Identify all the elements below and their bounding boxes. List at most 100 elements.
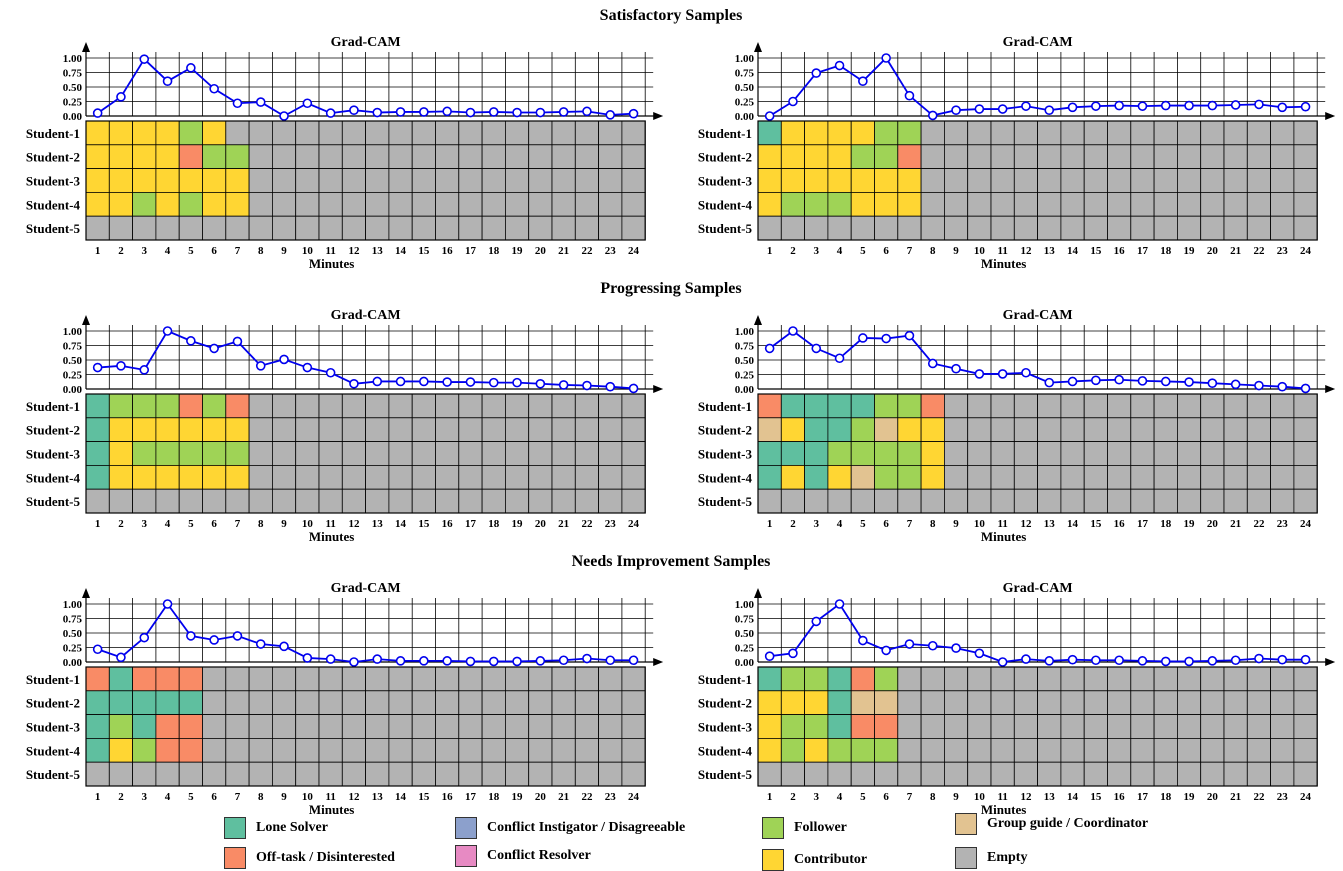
heatmap-cell: [411, 441, 436, 466]
heatmap-cell: [967, 215, 992, 241]
x-tick-label: 8: [930, 791, 936, 803]
heatmap-cell: [155, 144, 180, 170]
student-label: Student-4: [26, 470, 81, 485]
heatmap-cell: [1060, 191, 1085, 217]
heatmap-cell: [1083, 191, 1108, 217]
data-point: [92, 108, 103, 118]
x-tick-label: 8: [258, 791, 264, 803]
heatmap-cell: [874, 215, 899, 241]
heatmap-cell: [85, 464, 110, 490]
y-tick-label: 0.50: [735, 82, 755, 94]
data-point: [904, 330, 915, 341]
heatmap-cell: [850, 714, 875, 739]
heatmap-cell: [897, 714, 922, 739]
heatmap-cell: [1083, 120, 1108, 146]
heatmap-cell: [365, 488, 390, 514]
heatmap-cell: [481, 215, 506, 241]
heatmap-cell: [528, 215, 553, 241]
x-tick-label: 19: [512, 245, 524, 257]
heatmap-cell: [1013, 690, 1038, 715]
heatmap-cell: [1270, 690, 1295, 715]
y-tick-label: 0.00: [63, 657, 83, 669]
data-point: [558, 107, 569, 117]
heatmap-cell: [155, 761, 180, 787]
heatmap-cell: [225, 761, 250, 787]
heatmap-cell: [178, 417, 203, 442]
y-tick-label: 0.75: [63, 614, 83, 626]
heatmap-cell: [271, 666, 297, 692]
heatmap-cell: [1083, 393, 1108, 419]
x-tick-label: 4: [837, 791, 843, 803]
x-tick-label: 6: [211, 245, 217, 257]
heatmap-cell: [411, 666, 436, 692]
heatmap-cell: [388, 144, 413, 170]
x-tick-label: 18: [1160, 791, 1172, 803]
heatmap-cell: [874, 191, 899, 217]
heatmap-cell: [271, 738, 297, 763]
heatmap-cell: [504, 417, 530, 442]
heatmap-cell: [108, 417, 134, 442]
x-tick-label: 14: [1067, 518, 1079, 530]
x-tick-label: 9: [281, 245, 287, 257]
x-tick-label: 12: [1020, 518, 1032, 530]
heatmap-cell: [780, 714, 805, 739]
heatmap-cell: [827, 738, 852, 763]
heatmap-cell: [1177, 761, 1202, 787]
heatmap-cell: [621, 393, 646, 419]
heatmap-cell: [967, 191, 992, 217]
heatmap-cell: [271, 488, 297, 514]
heatmap-cell: [1200, 690, 1225, 715]
heatmap-cell: [598, 144, 623, 170]
y-tick-label: 1.00: [63, 599, 83, 611]
x-tick-label: 19: [1184, 791, 1196, 803]
x-tick-label: 5: [188, 518, 194, 530]
heatmap-cell: [248, 441, 273, 466]
data-point: [372, 107, 383, 118]
heatmap-cell: [435, 393, 460, 419]
heatmap-cell: [621, 714, 646, 739]
heatmap-cell: [178, 488, 203, 514]
y-tick-label: 0.25: [63, 643, 83, 655]
student-label: Student-1: [698, 126, 752, 141]
heatmap-cell: [504, 488, 530, 514]
heatmap-cell: [1083, 417, 1108, 442]
heatmap-cell: [155, 168, 180, 193]
heatmap-cell: [897, 441, 922, 466]
y-tick-label: 1.00: [63, 53, 83, 65]
heatmap-cell: [1107, 714, 1132, 739]
heatmap-cell: [551, 144, 576, 170]
y-tick-label: 1.00: [63, 326, 83, 338]
heatmap-cell: [874, 441, 899, 466]
data-point: [488, 656, 499, 667]
heatmap-cell: [574, 761, 599, 787]
chart-title: Grad-CAM: [1003, 581, 1073, 596]
y-tick-label: 0.75: [735, 68, 755, 80]
x-tick-label: 22: [1253, 518, 1265, 530]
heatmap-cell: [574, 417, 599, 442]
heatmap-cell: [178, 714, 203, 739]
student-label: Student-4: [26, 197, 81, 212]
heatmap-cell: [944, 714, 969, 739]
x-tick-label: 1: [767, 791, 773, 803]
heatmap-cell: [1060, 393, 1085, 419]
heatmap-cell: [341, 144, 366, 170]
heatmap-cell: [225, 464, 250, 490]
y-axis-arrow: [82, 315, 90, 325]
heatmap-cell: [1246, 120, 1272, 146]
heatmap-cell: [225, 120, 250, 146]
heatmap-cell: [271, 144, 297, 170]
heatmap-cell: [365, 666, 390, 692]
heatmap-cell: [780, 441, 805, 466]
heatmap-cell: [108, 761, 134, 787]
heatmap-cell: [202, 120, 227, 146]
heatmap-cell: [920, 215, 945, 241]
heatmap-cell: [804, 714, 829, 739]
x-tick-label: 19: [1184, 518, 1196, 530]
x-tick-label: 1: [95, 791, 101, 803]
heatmap-cell: [757, 690, 782, 715]
heatmap-cell: [528, 144, 553, 170]
heatmap-cell: [271, 168, 297, 193]
x-tick-label: 19: [1184, 245, 1196, 257]
heatmap-cell: [435, 690, 460, 715]
heatmap-cell: [435, 168, 460, 193]
